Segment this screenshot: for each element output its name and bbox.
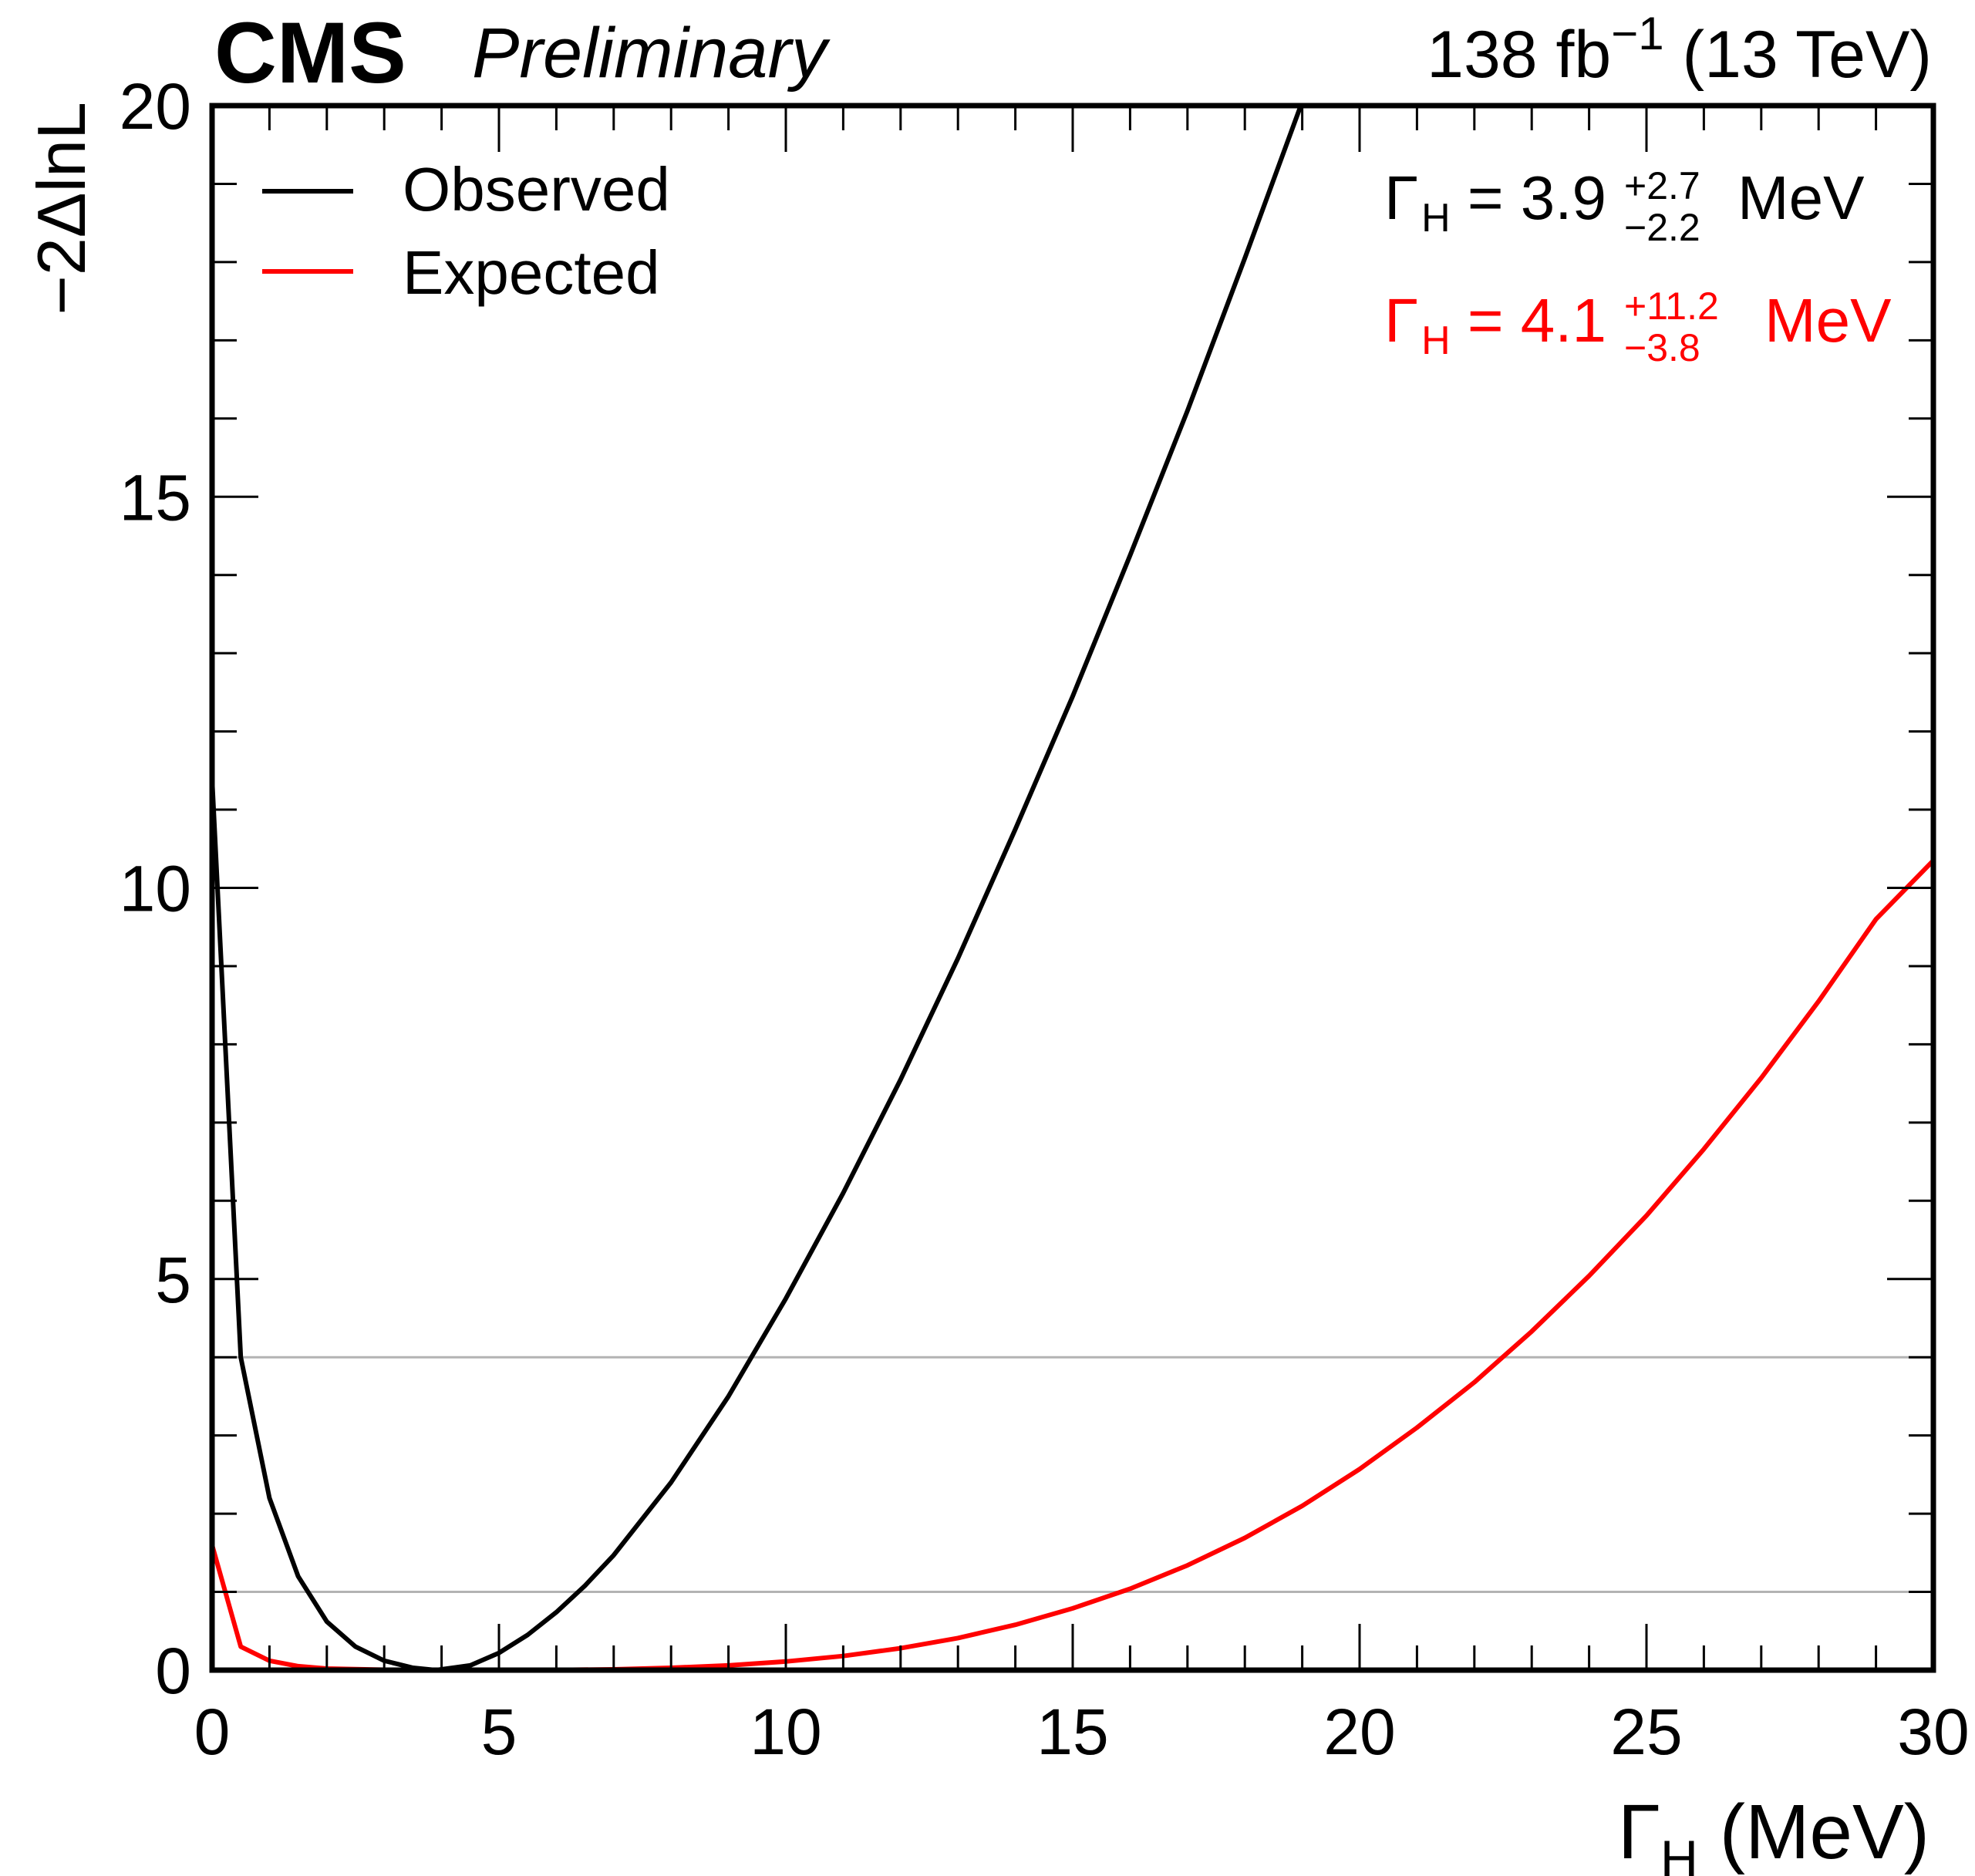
y-axis-title: −2ΔlnL — [23, 102, 99, 315]
svg-text:ΓH = 3.9: ΓH = 3.9 — [1384, 163, 1606, 241]
observed-result-sub: H — [1421, 196, 1451, 241]
lumi-exponent: −1 — [1611, 8, 1663, 59]
observed-result-symbol: Γ — [1384, 163, 1418, 232]
observed-result-up: +2.7 — [1624, 164, 1700, 207]
y-tick-label-15: 15 — [120, 461, 191, 534]
energy-label: (13 TeV) — [1664, 18, 1932, 92]
y-tick-label-5: 5 — [155, 1244, 191, 1316]
svg-text:ΓH = 4.1: ΓH = 4.1 — [1384, 286, 1606, 363]
observed-result-value: = 3.9 — [1451, 163, 1606, 232]
expected-result-up: +11.2 — [1624, 285, 1719, 328]
preliminary-label: Preliminary — [472, 14, 831, 93]
x-tick-label-5: 5 — [481, 1696, 517, 1768]
x-axis-title: ΓH (MeV) — [1618, 1789, 1930, 1876]
x-tick-label-20: 20 — [1323, 1696, 1395, 1768]
x-tick-label-0: 0 — [194, 1696, 231, 1768]
x-tick-label-15: 15 — [1036, 1696, 1108, 1768]
y-tick-labels: 0 5 10 15 20 — [120, 70, 191, 1707]
expected-result-symbol: Γ — [1384, 286, 1418, 355]
x-tick-label-10: 10 — [750, 1696, 821, 1768]
observed-result: ΓH = 3.9 +2.7 −2.2 MeV — [1384, 163, 1865, 249]
curve-expected — [212, 858, 1933, 1670]
expected-result-value: = 4.1 — [1451, 286, 1606, 355]
lumi-label: 138 fb−1 (13 TeV) — [1427, 8, 1932, 92]
y-tick-label-10: 10 — [120, 853, 191, 925]
curve-observed — [212, 106, 1303, 1670]
x-tick-label-30: 30 — [1897, 1696, 1969, 1768]
legend: Observed Expected — [262, 155, 670, 307]
expected-result: ΓH = 4.1 +11.2 −3.8 MeV — [1384, 285, 1892, 369]
y-tick-label-20: 20 — [120, 70, 191, 143]
x-tick-label-25: 25 — [1610, 1696, 1682, 1768]
expected-result-sub: H — [1421, 318, 1451, 363]
expected-result-unit: MeV — [1764, 286, 1892, 355]
observed-result-unit: MeV — [1737, 163, 1865, 232]
cms-label: CMS — [214, 5, 406, 101]
expected-result-down: −3.8 — [1624, 326, 1700, 369]
reference-lines — [212, 1356, 1933, 1594]
x-tick-labels: 0 5 10 15 20 25 30 — [194, 1696, 1970, 1768]
legend-label-expected: Expected — [403, 238, 660, 307]
observed-result-down: −2.2 — [1624, 206, 1700, 249]
legend-label-observed: Observed — [403, 155, 670, 224]
y-tick-label-0: 0 — [155, 1635, 191, 1707]
plot-frame — [209, 103, 1936, 1673]
